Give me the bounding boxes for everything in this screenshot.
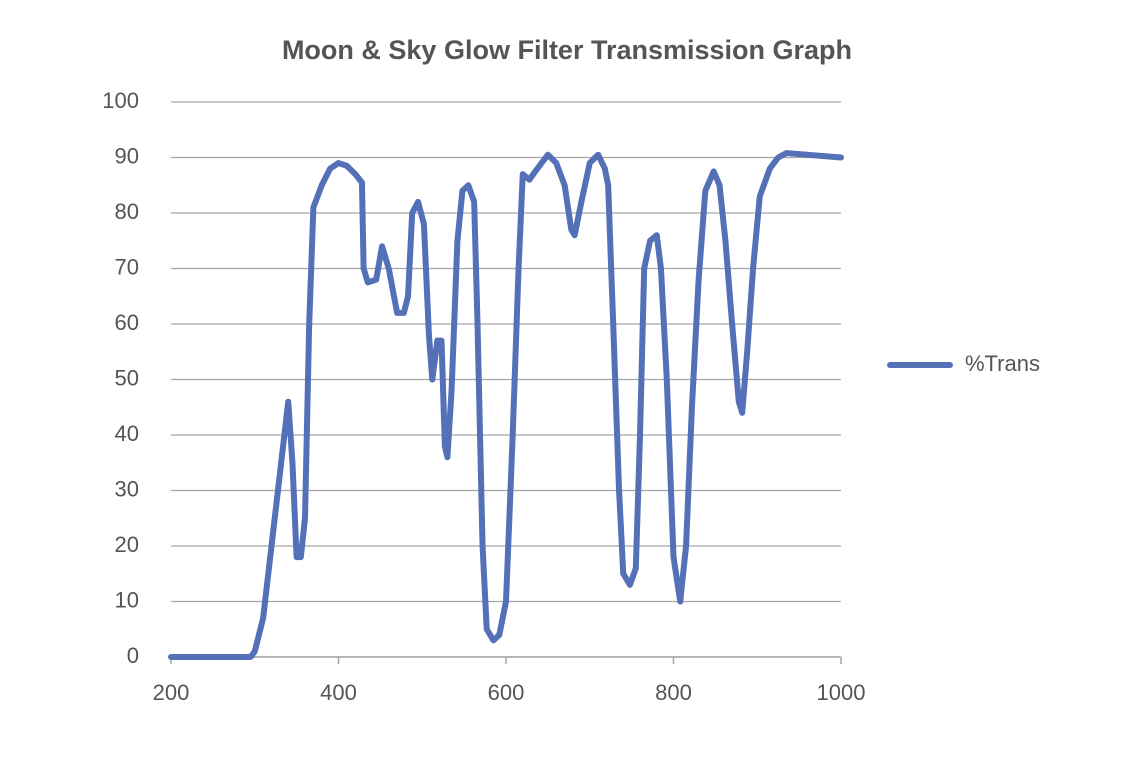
y-tick-label: 60 [115, 310, 139, 335]
y-tick-label: 100 [102, 88, 139, 113]
y-tick-label: 40 [115, 421, 139, 446]
y-tick-label: 90 [115, 143, 139, 168]
y-tick-label: 70 [115, 254, 139, 279]
x-tick-label: 600 [488, 680, 525, 705]
y-tick-label: 20 [115, 532, 139, 557]
y-tick-label: 30 [115, 476, 139, 501]
y-tick-label: 10 [115, 587, 139, 612]
x-tick-label: 800 [655, 680, 692, 705]
data-line [168, 150, 844, 660]
x-tick-label: 200 [153, 680, 190, 705]
chart-title: Moon & Sky Glow Filter Transmission Grap… [282, 35, 852, 65]
x-tick-label: 400 [320, 680, 357, 705]
y-tick-label: 80 [115, 199, 139, 224]
y-tick-label: 0 [127, 643, 139, 668]
legend-label: %Trans [965, 351, 1040, 376]
x-tick-label: 1000 [817, 680, 866, 705]
y-tick-label: 50 [115, 365, 139, 390]
